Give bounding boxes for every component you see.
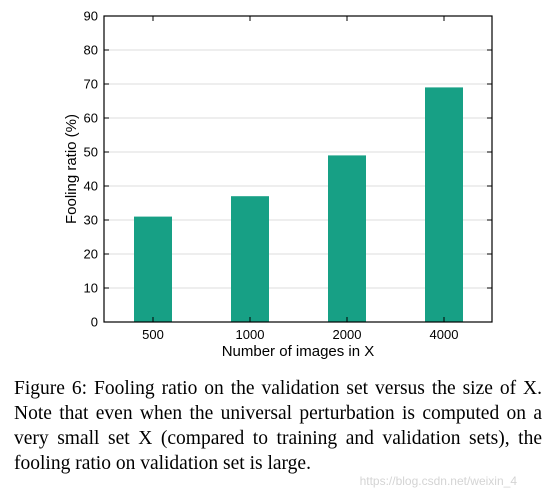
- y-tick-label: 10: [84, 281, 98, 296]
- x-tick-label: 1000: [236, 327, 265, 342]
- figure-caption: Figure 6: Fooling ratio on the validatio…: [14, 376, 542, 476]
- y-tick-label: 30: [84, 213, 98, 228]
- x-axis-ticks: 500 1000 2000 4000: [142, 16, 458, 342]
- y-tick-label: 0: [91, 315, 98, 330]
- bars: [134, 87, 463, 323]
- x-tick-label: 500: [142, 327, 164, 342]
- plot-frame: [103, 15, 493, 323]
- y-tick-label: 90: [84, 9, 98, 24]
- watermark: https://blog.csdn.net/weixin_4: [359, 474, 517, 488]
- bar-1000: [231, 196, 269, 322]
- x-axis-label: Number of images in X: [222, 343, 375, 360]
- x-tick-label: 2000: [333, 327, 362, 342]
- y-tick-label: 50: [84, 145, 98, 160]
- bar-500: [134, 216, 172, 322]
- y-tick-label: 40: [84, 179, 98, 194]
- y-tick-label: 70: [84, 77, 98, 92]
- y-tick-label: 80: [84, 43, 98, 58]
- bar-chart: 0 10 20 30 40 50 60 70 80 90 500 1000 2000 4000 Numb…: [63, 9, 493, 360]
- y-tick-label: 60: [84, 111, 98, 126]
- bar-2000: [328, 155, 366, 322]
- y-axis-label: Fooling ratio (%): [63, 114, 80, 224]
- y-axis-ticks: 0 10 20 30 40 50 60 70 80 90: [84, 9, 492, 330]
- y-tick-label: 20: [84, 247, 98, 262]
- x-tick-label: 4000: [430, 327, 459, 342]
- bar-4000: [425, 87, 463, 323]
- caption-text: Figure 6: Fooling ratio on the validatio…: [14, 378, 542, 474]
